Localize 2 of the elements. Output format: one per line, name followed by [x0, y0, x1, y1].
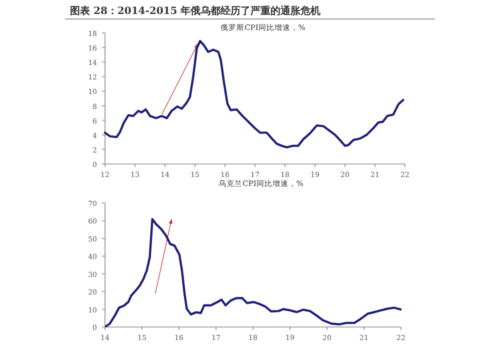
- text: 图表 28：2014-2015 年俄乌都经历了严重的通胀危机: [70, 5, 321, 17]
- line-series: [104, 40, 404, 148]
